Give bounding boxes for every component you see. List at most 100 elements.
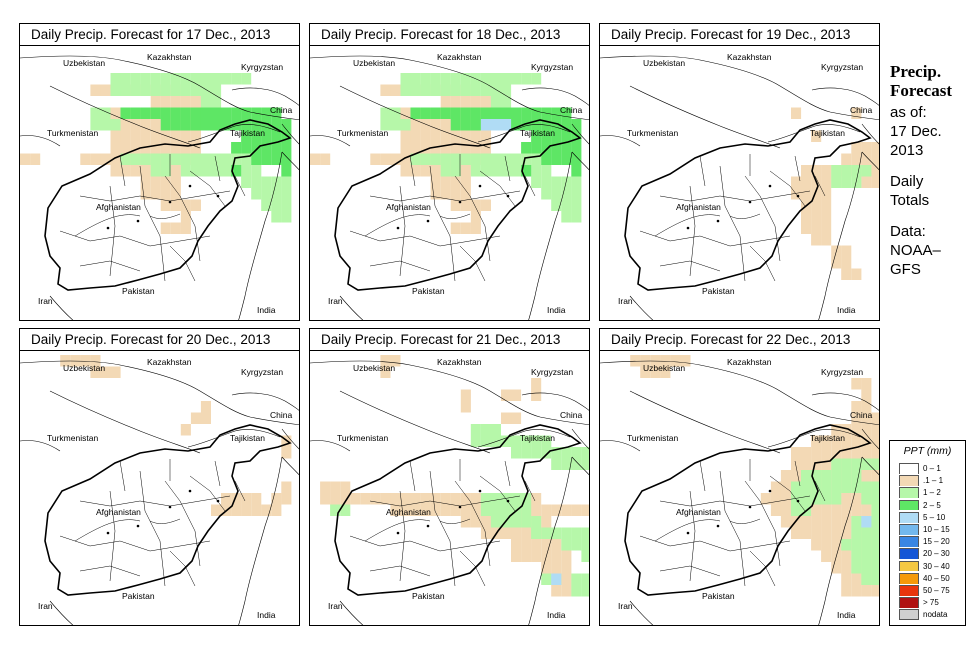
precip-cell: [440, 165, 451, 177]
precip-cell: [490, 119, 501, 131]
precip-cell: [211, 84, 222, 96]
precip-cell: [861, 493, 872, 505]
precip-cell: [571, 153, 582, 165]
precip-cell: [561, 527, 572, 539]
legend-label: 10 – 15: [923, 525, 950, 534]
precip-cell: [841, 550, 852, 562]
tajik-border-north: [767, 429, 861, 448]
label-turkmenistan: Turkmenistan: [47, 128, 99, 138]
precip-cell: [541, 527, 552, 539]
label-kyrgyzstan: Kyrgyzstan: [821, 367, 864, 377]
panel-title: Daily Precip. Forecast for 19 Dec., 2013: [599, 23, 880, 46]
precip-cell: [531, 527, 542, 539]
precip-cell: [360, 493, 371, 505]
precip-cell: [581, 527, 589, 539]
precip-cell: [851, 435, 862, 447]
precip-cell: [450, 119, 461, 131]
precip-cell: [180, 222, 191, 234]
precip-cell: [551, 458, 562, 470]
precip-cell: [140, 130, 151, 142]
precip-cell: [811, 493, 822, 505]
precip-cell: [231, 504, 242, 516]
legend-label: 15 – 20: [923, 537, 950, 547]
precip-cell: [231, 142, 242, 154]
precip-cell: [190, 412, 201, 424]
precip-cell: [861, 401, 872, 413]
precip-cell: [340, 504, 351, 516]
precip-cell: [180, 96, 191, 108]
label-afghanistan: Afghanistan: [96, 507, 141, 517]
precip-cell: [841, 573, 852, 585]
info-daily-line1: Daily: [890, 173, 924, 190]
info-title-line1: Precip.: [890, 62, 942, 81]
precip-cell: [241, 130, 252, 142]
precip-cell: [561, 562, 572, 574]
precip-cell: [410, 153, 421, 165]
precip-cell: [470, 222, 481, 234]
precip-cell: [410, 504, 421, 516]
precip-cell: [791, 481, 802, 493]
precip-cell: [801, 470, 812, 482]
precip-cell: [320, 153, 331, 165]
precip-cell: [350, 493, 361, 505]
precip-cell: [211, 504, 222, 516]
precip-cell: [430, 165, 441, 177]
precip-cell: [200, 96, 211, 108]
precip-cell: [871, 470, 879, 482]
precip-cell: [241, 504, 252, 516]
precip-cell: [200, 119, 211, 131]
precip-cell: [440, 96, 451, 108]
precip-cell: [551, 130, 562, 142]
precip-cell: [420, 493, 431, 505]
precip-cell: [821, 458, 832, 470]
turkmen-uzb-border: [339, 85, 491, 149]
label-pakistan: Pakistan: [122, 591, 155, 601]
afghanistan-border: [44, 119, 292, 291]
kaz-uzb-border: [20, 360, 299, 426]
forecast-map: Kazakhstan Uzbekistan Kyrgyzstan China T…: [599, 350, 880, 626]
forecast-map: Kazakhstan Uzbekistan Kyrgyzstan China T…: [19, 45, 300, 321]
precip-cell: [811, 458, 822, 470]
legend-label: nodata: [923, 610, 948, 620]
precip-cell: [430, 493, 441, 505]
precip-cell: [460, 199, 471, 211]
precip-cell: [231, 153, 242, 165]
precip-cell: [180, 424, 191, 436]
label-tajikistan: Tajikistan: [810, 433, 845, 443]
precip-cell: [531, 153, 542, 165]
precip-cell: [160, 176, 171, 188]
precip-cell: [571, 119, 582, 131]
precip-cell: [390, 493, 401, 505]
precip-cell: [160, 130, 171, 142]
forecast-map: Kazakhstan Uzbekistan Kyrgyzstan China T…: [309, 350, 590, 626]
precip-cell: [871, 493, 879, 505]
precip-cell: [400, 165, 411, 177]
precip-cell: [241, 73, 252, 85]
precip-cell: [871, 142, 879, 154]
precip-cell: [440, 107, 451, 119]
precip-cell: [571, 176, 582, 188]
precip-cell: [241, 153, 252, 165]
precip-cell: [390, 84, 401, 96]
precip-cell: [450, 84, 461, 96]
precip-cell: [261, 199, 272, 211]
precip-cell: [780, 470, 791, 482]
turkmen-uzb-border: [339, 390, 491, 454]
precip-cell: [460, 130, 471, 142]
precip-cell: [150, 96, 161, 108]
precip-cell: [130, 165, 141, 177]
precip-cell: [871, 516, 879, 528]
precip-cell: [470, 165, 481, 177]
precip-cell: [531, 435, 542, 447]
precip-cell: [190, 165, 201, 177]
precip-cell: [851, 142, 862, 154]
precip-cell: [430, 119, 441, 131]
label-china: China: [560, 105, 583, 115]
precip-cell: [501, 73, 512, 85]
legend-label: 0 – 1: [923, 464, 941, 473]
label-india: India: [837, 610, 856, 620]
precip-cell: [851, 516, 862, 528]
precip-cell: [370, 493, 381, 505]
precip-cell: [531, 389, 542, 401]
precip-grid: [60, 355, 292, 516]
